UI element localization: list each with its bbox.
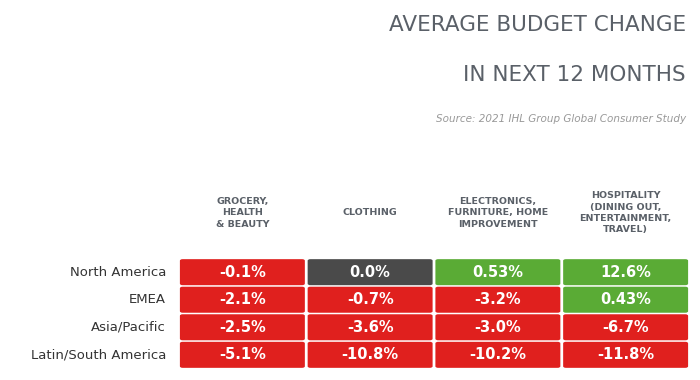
Text: -0.1%: -0.1% (219, 265, 266, 280)
Text: EMEA: EMEA (129, 293, 166, 306)
Text: 0.0%: 0.0% (350, 265, 391, 280)
Text: GROCERY,
HEALTH
& BEAUTY: GROCERY, HEALTH & BEAUTY (216, 197, 269, 229)
Text: -3.6%: -3.6% (346, 320, 393, 335)
FancyBboxPatch shape (435, 342, 560, 368)
FancyBboxPatch shape (563, 342, 688, 368)
FancyBboxPatch shape (180, 287, 305, 313)
Text: ELECTRONICS,
FURNITURE, HOME
IMPROVEMENT: ELECTRONICS, FURNITURE, HOME IMPROVEMENT (448, 197, 548, 229)
Text: -11.8%: -11.8% (597, 347, 655, 362)
Text: -3.0%: -3.0% (475, 320, 522, 335)
Text: 0.53%: 0.53% (473, 265, 524, 280)
FancyBboxPatch shape (307, 314, 433, 340)
Text: AVERAGE BUDGET CHANGE: AVERAGE BUDGET CHANGE (389, 15, 686, 35)
Text: Asia/Pacific: Asia/Pacific (91, 321, 166, 334)
FancyBboxPatch shape (435, 259, 560, 285)
Text: -10.2%: -10.2% (470, 347, 526, 362)
Text: -2.5%: -2.5% (219, 320, 266, 335)
FancyBboxPatch shape (180, 259, 305, 285)
Text: -5.1%: -5.1% (219, 347, 266, 362)
Text: -6.7%: -6.7% (602, 320, 649, 335)
FancyBboxPatch shape (563, 287, 688, 313)
FancyBboxPatch shape (563, 259, 688, 285)
FancyBboxPatch shape (307, 287, 433, 313)
FancyBboxPatch shape (180, 314, 305, 340)
Text: Source: 2021 IHL Group Global Consumer Study: Source: 2021 IHL Group Global Consumer S… (436, 114, 686, 124)
FancyBboxPatch shape (307, 259, 433, 285)
FancyBboxPatch shape (563, 314, 688, 340)
Text: North America: North America (69, 266, 166, 279)
Text: -10.8%: -10.8% (342, 347, 399, 362)
Text: CLOTHING: CLOTHING (343, 208, 398, 217)
Text: 12.6%: 12.6% (600, 265, 651, 280)
Text: IN NEXT 12 MONTHS: IN NEXT 12 MONTHS (463, 65, 686, 85)
FancyBboxPatch shape (180, 342, 305, 368)
FancyBboxPatch shape (435, 314, 560, 340)
Text: -3.2%: -3.2% (475, 292, 522, 307)
FancyBboxPatch shape (435, 287, 560, 313)
Text: -0.7%: -0.7% (346, 292, 393, 307)
Text: 0.43%: 0.43% (600, 292, 651, 307)
FancyBboxPatch shape (307, 342, 433, 368)
Text: -2.1%: -2.1% (219, 292, 266, 307)
Text: Latin/South America: Latin/South America (31, 348, 166, 361)
Text: HOSPITALITY
(DINING OUT,
ENTERTAINMENT,
TRAVEL): HOSPITALITY (DINING OUT, ENTERTAINMENT, … (580, 191, 672, 234)
